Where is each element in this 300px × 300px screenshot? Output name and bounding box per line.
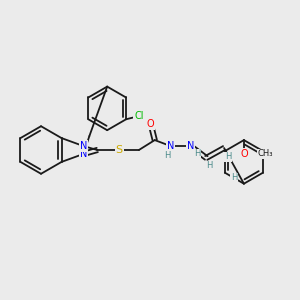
Text: CH₃: CH₃ xyxy=(258,149,273,158)
Text: H: H xyxy=(194,149,200,158)
Text: N: N xyxy=(167,141,174,151)
Text: S: S xyxy=(116,145,123,155)
Text: N: N xyxy=(80,149,87,159)
Text: N: N xyxy=(187,141,194,151)
Text: O: O xyxy=(147,119,154,129)
Text: N: N xyxy=(80,141,87,151)
Text: H: H xyxy=(225,152,231,161)
Text: H: H xyxy=(164,152,171,160)
Text: Cl: Cl xyxy=(134,111,144,121)
Text: H: H xyxy=(206,161,212,170)
Text: H: H xyxy=(231,173,237,182)
Text: O: O xyxy=(240,149,248,159)
